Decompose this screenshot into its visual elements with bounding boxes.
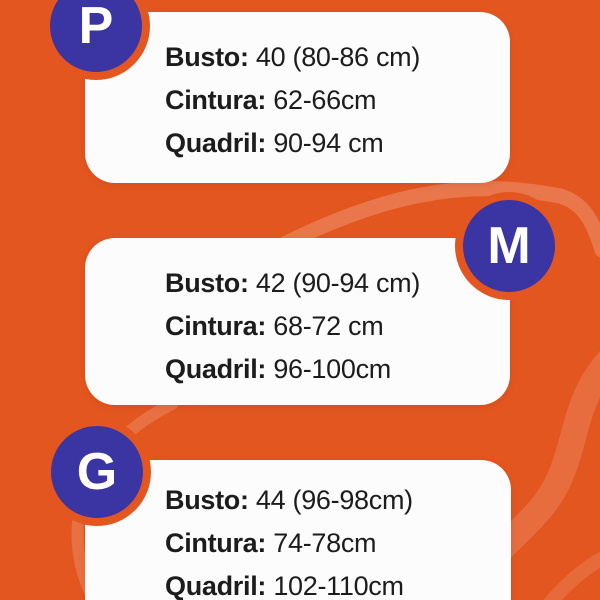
hip-row: Quadril: 90-94 cm xyxy=(165,122,490,165)
size-card-m: Busto: 42 (90-94 cm) Cintura: 68-72 cm Q… xyxy=(85,238,510,405)
waist-row: Cintura: 74-78cm xyxy=(165,522,491,565)
bust-row: Busto: 42 (90-94 cm) xyxy=(165,262,490,305)
bust-label: Busto: xyxy=(165,485,249,515)
hip-label: Quadril: xyxy=(165,354,267,384)
size-card-p: Busto: 40 (80-86 cm) Cintura: 62-66cm Qu… xyxy=(85,12,510,183)
hip-value: 102-110cm xyxy=(273,571,404,600)
bust-label: Busto: xyxy=(165,268,249,298)
bust-value: 44 (96-98cm) xyxy=(255,485,413,515)
bust-row: Busto: 44 (96-98cm) xyxy=(165,479,491,522)
hip-value: 96-100cm xyxy=(273,354,391,384)
waist-value: 62-66cm xyxy=(273,85,377,115)
bust-row: Busto: 40 (80-86 cm) xyxy=(165,36,490,79)
hip-row: Quadril: 102-110cm xyxy=(165,565,491,600)
waist-row: Cintura: 62-66cm xyxy=(165,79,490,122)
hip-label: Quadril: xyxy=(165,571,267,600)
size-badge-m: M xyxy=(455,192,563,300)
bust-value: 42 (90-94 cm) xyxy=(255,268,421,298)
waist-value: 74-78cm xyxy=(273,528,377,558)
swirl-arc-top xyxy=(242,181,600,270)
waist-label: Cintura: xyxy=(165,85,267,115)
waist-label: Cintura: xyxy=(165,528,267,558)
hip-value: 90-94 cm xyxy=(273,128,384,158)
size-card-g: Busto: 44 (96-98cm) Cintura: 74-78cm Qua… xyxy=(85,460,511,600)
hip-row: Quadril: 96-100cm xyxy=(165,348,490,391)
size-badge-g: G xyxy=(43,418,151,526)
bust-label: Busto: xyxy=(165,42,249,72)
waist-label: Cintura: xyxy=(165,311,267,341)
swirl-arc-bottom-right xyxy=(543,551,600,600)
hip-label: Quadril: xyxy=(165,128,267,158)
bust-value: 40 (80-86 cm) xyxy=(255,42,421,72)
waist-value: 68-72 cm xyxy=(273,311,384,341)
waist-row: Cintura: 68-72 cm xyxy=(165,305,490,348)
